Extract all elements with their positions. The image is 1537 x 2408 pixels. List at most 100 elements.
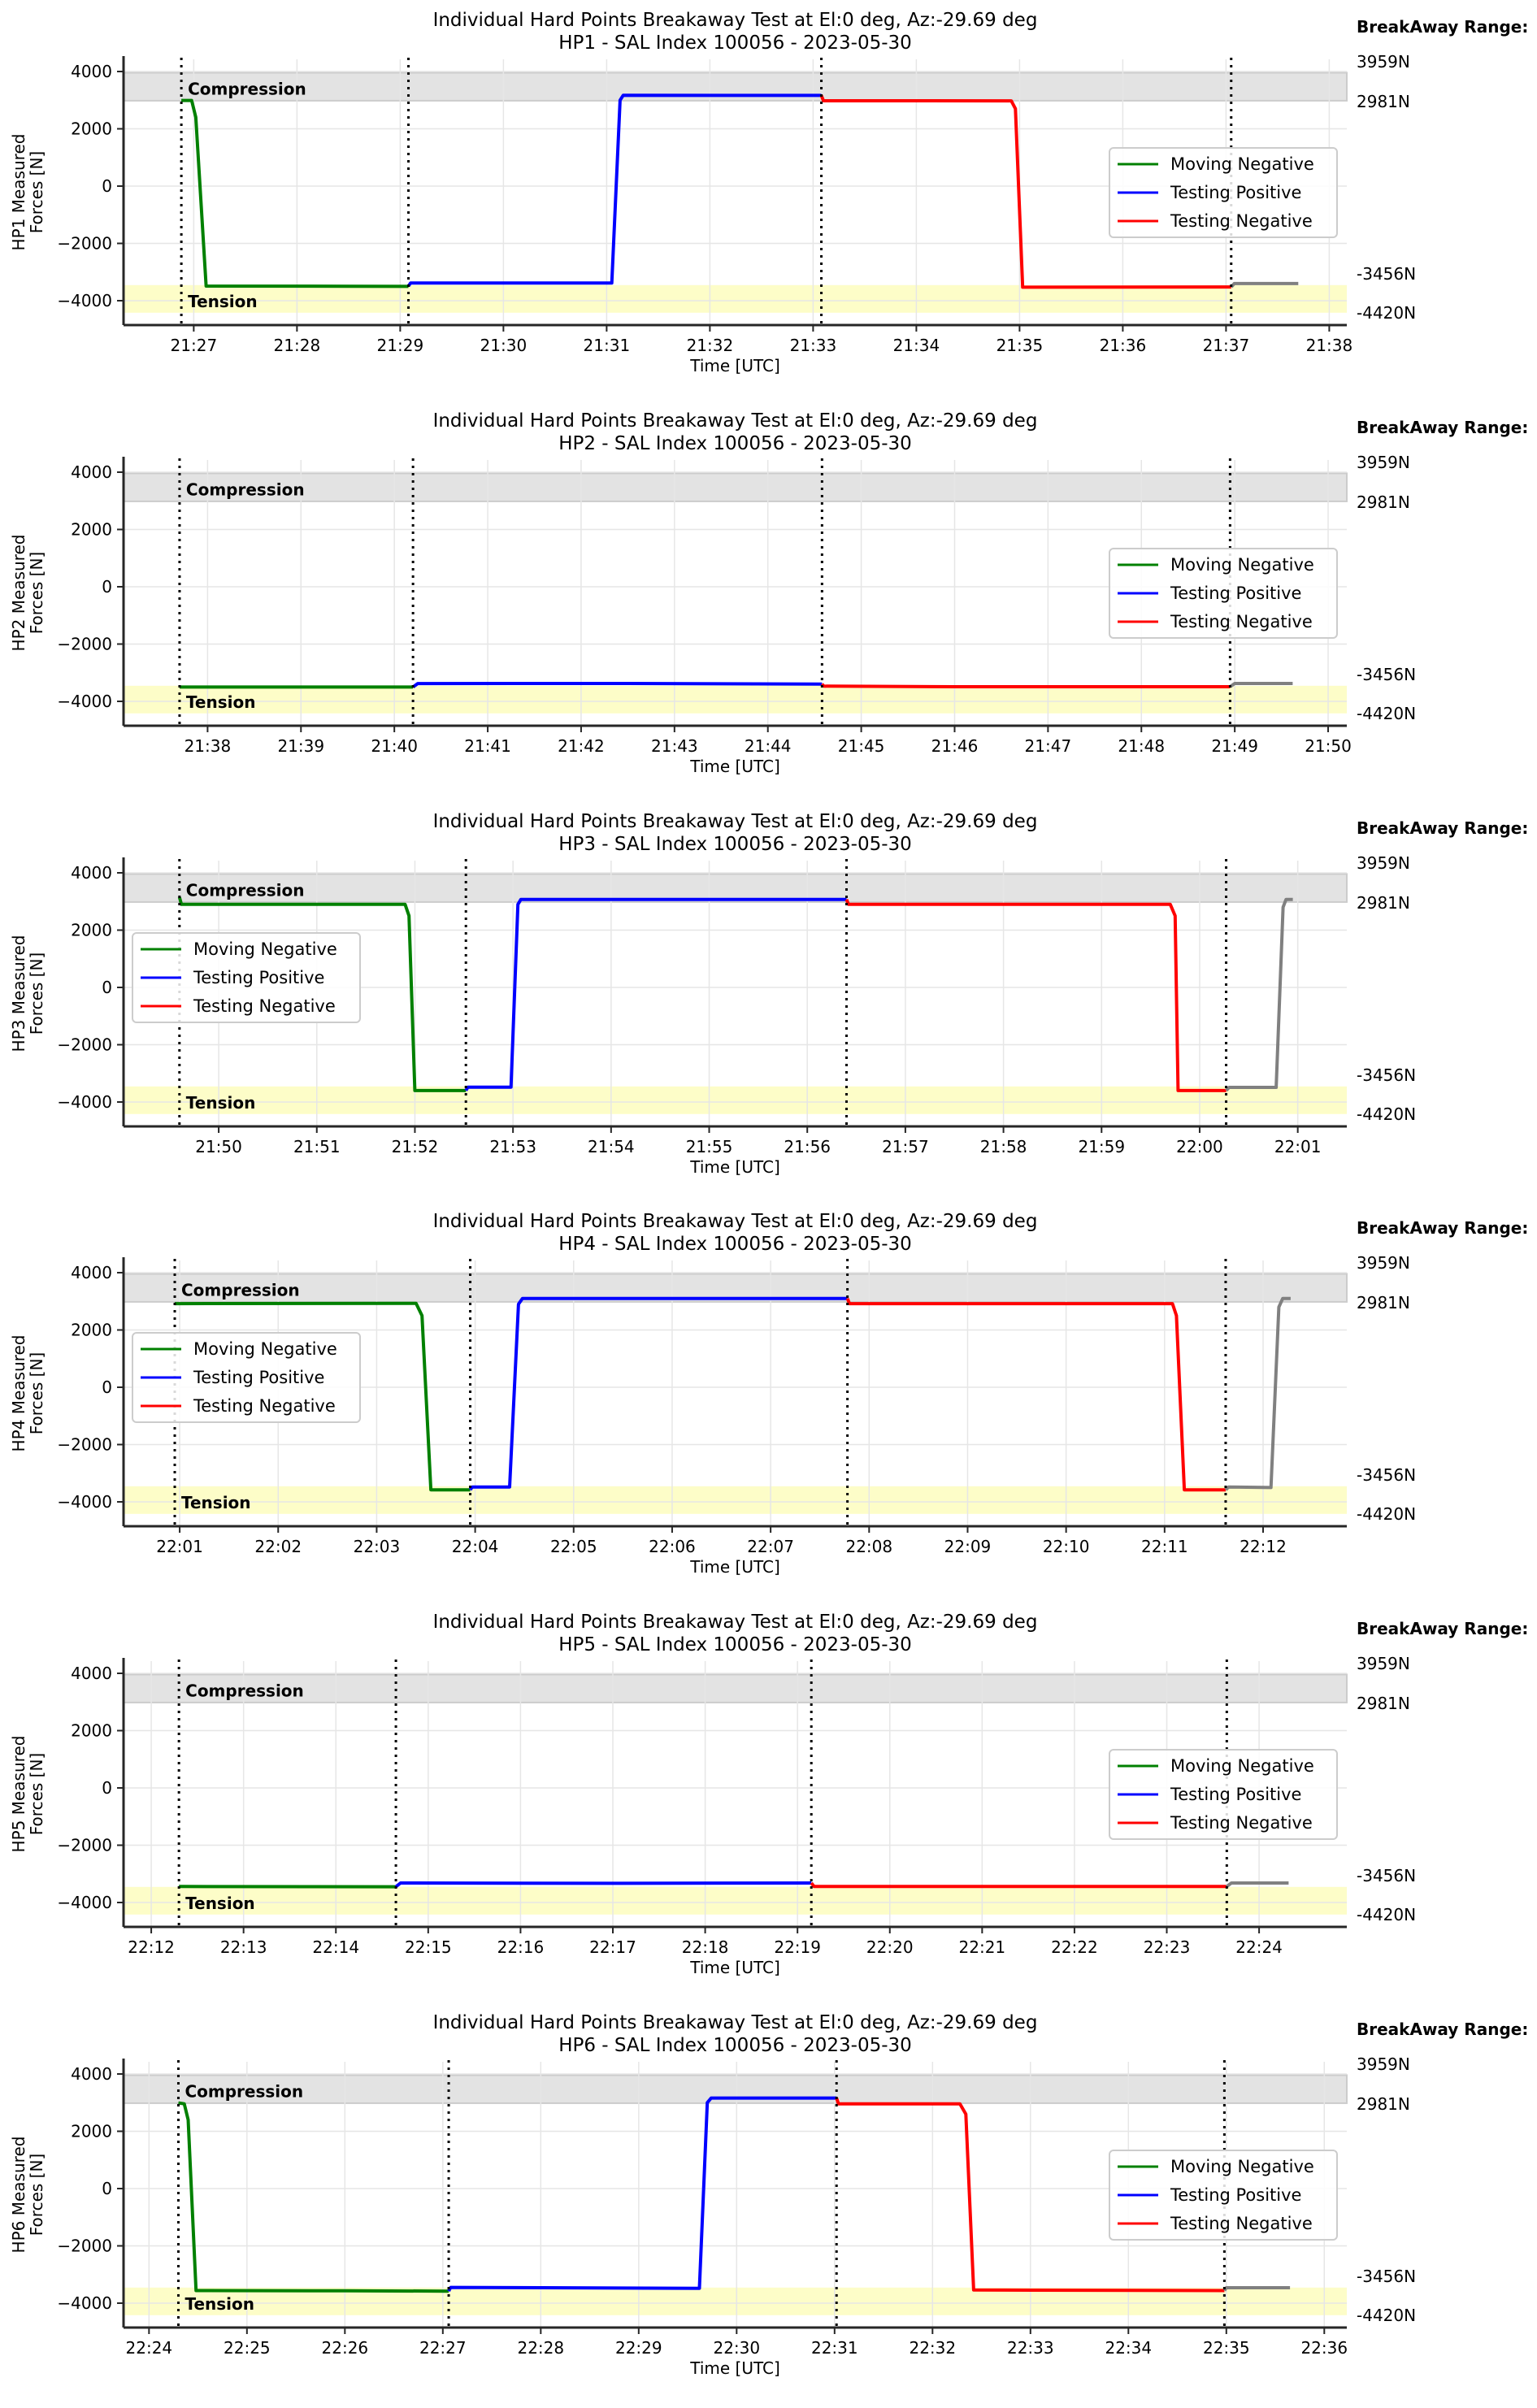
x-tick-label: 22:01 (156, 1537, 203, 1556)
breakaway-range-value: -4420N (1357, 1104, 1416, 1124)
x-tick-label: 21:56 (784, 1137, 831, 1156)
y-tick-label: 0 (102, 978, 112, 997)
x-tick-label: 22:25 (224, 2338, 271, 2358)
x-tick-label: 21:51 (293, 1137, 341, 1156)
x-tick-label: 22:03 (354, 1537, 401, 1556)
y-axis-label: HP6 MeasuredForces [N] (9, 2137, 46, 2254)
y-tick-label: 2000 (71, 920, 112, 939)
x-tick-label: 22:10 (1043, 1537, 1090, 1556)
y-axis-label-line: HP2 Measured (9, 534, 28, 651)
series-testing-negative (811, 1883, 1227, 1886)
x-tick-label: 22:11 (1141, 1537, 1188, 1556)
x-tick-label: 22:21 (959, 1937, 1006, 1957)
breakaway-range-value: 2981N (1357, 1293, 1410, 1312)
chart-panel-hp2: Individual Hard Points Breakaway Test at… (0, 401, 1537, 801)
chart-subtitle: HP3 - SAL Index 100056 - 2023-05-30 (558, 834, 912, 855)
y-tick-label: 2000 (71, 2122, 112, 2141)
y-tick-label: 0 (102, 1778, 112, 1798)
tension-label: Tension (188, 292, 258, 311)
tension-band (124, 1486, 1347, 1514)
series-testing-positive (466, 899, 846, 1090)
x-tick-label: 22:22 (1051, 1937, 1098, 1957)
x-tick-label: 21:32 (687, 336, 734, 355)
legend-item-label: Testing Positive (1170, 2185, 1301, 2205)
x-tick-label: 22:27 (419, 2338, 467, 2358)
tension-label: Tension (185, 2294, 254, 2314)
y-tick-label: 2000 (71, 1721, 112, 1741)
x-tick-label: 22:33 (1007, 2338, 1054, 2358)
x-axis-label: Time [UTC] (689, 757, 780, 776)
y-axis-label-line: Forces [N] (27, 151, 46, 233)
breakaway-range-value: -3456N (1357, 264, 1416, 284)
chart-title: Individual Hard Points Breakaway Test at… (433, 410, 1038, 432)
x-tick-label: 21:28 (274, 336, 321, 355)
x-tick-label: 22:05 (550, 1537, 597, 1556)
compression-label: Compression (185, 2081, 303, 2101)
breakaway-range-value: 3959N (1357, 1654, 1410, 1673)
x-tick-label: 22:20 (866, 1937, 914, 1957)
series-testing-negative (847, 899, 1227, 1090)
legend-item-label: Moving Negative (1170, 555, 1314, 575)
y-axis-label-line: Forces [N] (27, 952, 46, 1034)
tension-band (124, 1887, 1347, 1915)
chart-svg: Individual Hard Points Breakaway Test at… (0, 2002, 1537, 2405)
chart-svg: Individual Hard Points Breakaway Test at… (0, 401, 1537, 803)
y-axis-label-line: Forces [N] (27, 2154, 46, 2236)
x-tick-label: 22:35 (1203, 2338, 1250, 2358)
compression-label: Compression (188, 79, 306, 98)
x-tick-label: 22:06 (649, 1537, 696, 1556)
x-tick-label: 22:26 (322, 2338, 369, 2358)
x-tick-label: 21:55 (686, 1137, 733, 1156)
breakaway-range-value: 3959N (1357, 453, 1410, 472)
series-after (1226, 1299, 1291, 1490)
y-tick-label: 4000 (71, 2064, 112, 2084)
compression-label: Compression (186, 880, 305, 900)
y-tick-label: 2000 (71, 1321, 112, 1340)
x-tick-label: 21:39 (277, 736, 324, 756)
breakaway-range-value: -3456N (1357, 2267, 1416, 2286)
y-tick-label: 4000 (71, 62, 112, 81)
x-tick-label: 21:42 (558, 736, 605, 756)
chart-subtitle: HP1 - SAL Index 100056 - 2023-05-30 (558, 33, 912, 54)
y-tick-label: −4000 (57, 2293, 112, 2313)
x-tick-label: 21:49 (1211, 736, 1258, 756)
chart-panel-hp1: Individual Hard Points Breakaway Test at… (0, 0, 1537, 401)
chart-svg: Individual Hard Points Breakaway Test at… (0, 0, 1537, 402)
series-after (1227, 1883, 1288, 1886)
series-testing-positive (471, 1299, 848, 1490)
legend-item-label: Testing Positive (193, 1368, 324, 1387)
x-tick-label: 22:09 (944, 1537, 992, 1556)
x-tick-label: 22:15 (405, 1937, 452, 1957)
x-tick-label: 21:37 (1203, 336, 1250, 355)
x-axis-label: Time [UTC] (689, 356, 780, 375)
x-tick-label: 21:57 (882, 1137, 929, 1156)
tension-band (124, 285, 1347, 313)
x-tick-label: 22:02 (254, 1537, 302, 1556)
series-testing-negative (822, 683, 1230, 686)
y-axis-label-line: Forces [N] (27, 552, 46, 634)
compression-band (124, 473, 1347, 501)
tension-label: Tension (186, 1093, 256, 1113)
x-tick-label: 22:12 (1240, 1537, 1287, 1556)
breakaway-range-value: -4420N (1357, 1905, 1416, 1924)
y-axis-label-line: HP3 Measured (9, 935, 28, 1052)
compression-band (124, 1675, 1347, 1703)
x-tick-label: 21:36 (1100, 336, 1147, 355)
x-tick-label: 22:08 (845, 1537, 892, 1556)
x-tick-label: 21:58 (980, 1137, 1027, 1156)
y-axis-label: HP2 MeasuredForces [N] (9, 534, 46, 651)
y-axis-label: HP4 MeasuredForces [N] (9, 1335, 46, 1452)
chart-title: Individual Hard Points Breakaway Test at… (433, 811, 1038, 832)
x-tick-label: 22:00 (1176, 1137, 1223, 1156)
chart-title: Individual Hard Points Breakaway Test at… (433, 10, 1038, 31)
y-tick-label: 4000 (71, 1664, 112, 1683)
breakaway-range-value: 2981N (1357, 1694, 1410, 1713)
x-tick-label: 21:50 (195, 1137, 242, 1156)
compression-label: Compression (181, 1281, 300, 1300)
x-tick-label: 22:34 (1105, 2338, 1152, 2358)
x-tick-label: 21:40 (371, 736, 418, 756)
